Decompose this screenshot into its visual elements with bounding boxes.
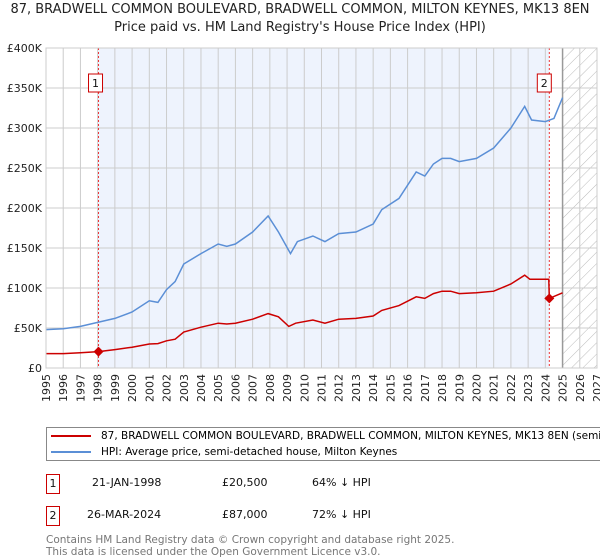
sale-label: 1	[92, 77, 99, 90]
x-tick-label: 2027	[591, 374, 600, 402]
x-tick-label: 2020	[470, 374, 483, 402]
x-tick-label: 2017	[419, 374, 432, 402]
footer-line-2: This data is licensed under the Open Gov…	[46, 546, 381, 558]
y-tick-label: £350K	[7, 82, 43, 95]
x-tick-label: 2008	[264, 374, 277, 402]
x-tick-label: 2012	[333, 374, 346, 402]
x-tick-label: 2011	[316, 374, 329, 402]
x-tick-label: 2006	[229, 374, 242, 402]
x-tick-label: 2007	[247, 374, 260, 402]
sale-date: 21-JAN-1998	[92, 476, 162, 489]
sale-point	[93, 346, 104, 357]
chart-title: 87, BRADWELL COMMON BOULEVARD, BRADWELL …	[10, 2, 590, 17]
plot-border	[45, 47, 598, 369]
x-tick-label: 2013	[350, 374, 363, 402]
y-tick-label: £50K	[14, 322, 43, 335]
x-tick-label: 1996	[57, 374, 70, 402]
legend-property: 87, BRADWELL COMMON BOULEVARD, BRADWELL …	[101, 430, 600, 442]
x-tick-label: 2018	[436, 374, 449, 402]
x-tick-label: 1997	[74, 374, 87, 402]
price-paid-line	[46, 274, 563, 355]
x-tick-label: 2014	[367, 374, 380, 402]
sale-point	[544, 293, 555, 304]
x-tick-label: 1999	[109, 374, 122, 402]
sale-label: 2	[541, 77, 548, 90]
plot-area: 1995 1996 1997 1998 1999 2000 2001 2002 2003 2004…	[7, 42, 600, 402]
x-tick-label: 2016	[402, 374, 415, 402]
sale-marker-2: 2	[46, 506, 60, 526]
x-tick-label: 2009	[281, 374, 294, 402]
sale-date: 26-MAR-2024	[87, 508, 162, 521]
x-tick-label: 2021	[488, 374, 501, 402]
x-tick-label: 2015	[384, 374, 397, 402]
x-tick-label: 2023	[522, 374, 535, 402]
x-tick-label: 2000	[126, 374, 139, 402]
y-tick-label: £200K	[7, 202, 43, 215]
legend-hpi: HPI: Average price, semi-detached house,…	[101, 446, 398, 458]
x-tick-label: 1995	[40, 374, 53, 402]
footer: Contains HM Land Registry data © Crown c…	[46, 534, 454, 558]
x-tick-label: 2010	[298, 374, 311, 402]
footer-line-1: Contains HM Land Registry data © Crown c…	[46, 534, 455, 546]
sale-label-box	[88, 73, 104, 93]
y-tick-label: £100K	[7, 282, 43, 295]
x-tick-label: 1998	[92, 374, 105, 402]
y-tick-label: £400K	[7, 42, 43, 55]
x-tick-label: 2022	[505, 374, 518, 402]
x-tick-label: 2001	[143, 374, 156, 402]
sale-delta: 64% ↓ HPI	[312, 476, 371, 489]
y-tick-label: £300K	[7, 122, 43, 135]
x-tick-label: 2024	[539, 374, 552, 402]
x-tick-label: 2026	[574, 374, 587, 402]
x-tick-label: 2025	[557, 374, 570, 402]
legend: 87, BRADWELL COMMON BOULEVARD, BRADWELL …	[46, 427, 600, 461]
x-tick-label: 2004	[195, 374, 208, 402]
y-tick-label: £250K	[7, 162, 43, 175]
legend-blue-line	[51, 451, 91, 453]
x-tick-label: 2003	[178, 374, 191, 402]
x-tick-label: 2005	[212, 374, 225, 402]
x-tick-label: 2002	[161, 374, 174, 402]
sale-marker-1: 1	[46, 474, 60, 494]
sale-price: £87,000	[222, 508, 268, 521]
sale-delta: 72% ↓ HPI	[312, 508, 371, 521]
y-tick-label: £0	[28, 362, 42, 375]
legend-red-line	[51, 435, 91, 437]
x-tick-label: 2019	[453, 374, 466, 402]
chart-subtitle: Price paid vs. HM Land Registry's House …	[114, 20, 486, 35]
sale-label-box	[536, 73, 552, 93]
sale-price: £20,500	[222, 476, 268, 489]
hpi-line	[45, 97, 564, 331]
y-tick-label: £150K	[7, 242, 43, 255]
